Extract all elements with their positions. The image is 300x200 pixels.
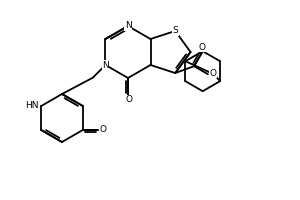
Text: O: O [199, 43, 206, 52]
Text: O: O [99, 126, 106, 134]
Text: O: O [209, 69, 216, 78]
Text: N: N [124, 21, 131, 30]
Text: HN: HN [25, 102, 38, 110]
Text: O: O [125, 96, 133, 104]
Text: S: S [172, 26, 178, 35]
Text: N: N [102, 60, 109, 70]
